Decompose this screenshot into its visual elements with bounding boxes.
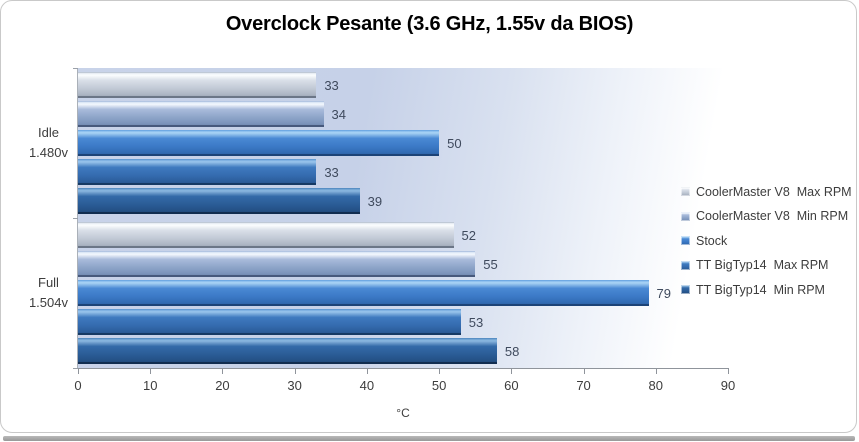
y-axis-tick bbox=[73, 368, 78, 369]
x-tick bbox=[294, 369, 296, 374]
bar-value-label: 33 bbox=[324, 165, 339, 180]
legend-label: CoolerMaster V8 Min RPM bbox=[696, 209, 849, 223]
bar-value-label: 50 bbox=[447, 136, 462, 151]
y-axis-tick bbox=[73, 218, 78, 219]
x-tick-label: 60 bbox=[504, 378, 519, 393]
x-tick bbox=[78, 369, 79, 374]
legend-swatch-icon bbox=[681, 211, 690, 221]
x-tick bbox=[583, 369, 585, 374]
bar-value-label: 79 bbox=[656, 286, 672, 301]
legend-swatch-icon bbox=[681, 187, 690, 196]
category-label-text: Idle 1.480v bbox=[28, 125, 68, 160]
x-tick bbox=[511, 369, 513, 374]
bar-row: 34 bbox=[78, 101, 728, 127]
x-tick bbox=[366, 369, 368, 374]
bar-row: 39 bbox=[78, 188, 728, 214]
y-axis-tick bbox=[73, 68, 78, 69]
bar-value-label: 33 bbox=[324, 78, 339, 93]
bar-value-label: 58 bbox=[504, 344, 520, 359]
x-tick-label: 30 bbox=[287, 378, 302, 393]
legend-label: TT BigTyp14 Min RPM bbox=[696, 282, 825, 297]
x-tick-label: 70 bbox=[576, 378, 591, 393]
x-tick-label: 0 bbox=[74, 378, 82, 393]
bar-value-label: 34 bbox=[331, 107, 347, 122]
x-tick-label: 50 bbox=[431, 378, 447, 393]
x-tick bbox=[655, 369, 657, 374]
chart-title: Overclock Pesante (3.6 GHz, 1.55v da BIO… bbox=[225, 13, 634, 35]
x-tick bbox=[222, 369, 224, 374]
x-tick-label: 20 bbox=[215, 378, 230, 393]
legend-swatch-icon bbox=[681, 285, 690, 294]
bar-full-series-1 bbox=[78, 251, 476, 277]
bar-full-series-4 bbox=[78, 338, 497, 364]
legend-item: CoolerMaster V8 Min RPM bbox=[681, 209, 852, 223]
bar-full-series-0 bbox=[78, 222, 454, 248]
bar-row: 33 bbox=[78, 72, 728, 98]
y-axis-categories: Idle 1.480v Full 1.504v bbox=[0, 68, 68, 368]
x-axis-ticks: 0 10 20 30 40 50 60 70 80 90 bbox=[74, 369, 735, 409]
bar-value-label: 52 bbox=[461, 228, 477, 243]
x-tick bbox=[150, 369, 152, 374]
bar-row: 53 bbox=[78, 309, 728, 335]
legend-item: CoolerMaster V8 Max RPM bbox=[681, 184, 852, 199]
x-tick bbox=[728, 369, 729, 374]
bar-row: 50 bbox=[78, 130, 728, 156]
bar-full-series-2 bbox=[78, 280, 649, 306]
legend-item: Stock bbox=[681, 233, 852, 248]
category-label-full: Full 1.504v bbox=[0, 218, 68, 368]
legend-label: Stock bbox=[696, 233, 728, 248]
bar-full-series-3 bbox=[78, 309, 461, 335]
bar-idle-series-0 bbox=[78, 72, 317, 98]
bar-row: 52 bbox=[78, 222, 728, 248]
x-tick-label: 90 bbox=[720, 378, 736, 393]
legend-item: TT BigTyp14 Max RPM bbox=[681, 258, 852, 272]
category-label-text: Full 1.504v bbox=[28, 275, 68, 310]
plot-area: 33 34 50 33 39 52 55 79 53 58 bbox=[78, 68, 728, 368]
bar-idle-series-3 bbox=[78, 159, 317, 185]
x-tick-label: 10 bbox=[142, 378, 158, 393]
legend-item: TT BigTyp14 Min RPM bbox=[681, 282, 852, 297]
x-tick-label: 40 bbox=[359, 378, 375, 393]
category-label-idle: Idle 1.480v bbox=[0, 68, 68, 218]
legend-label: CoolerMaster V8 Max RPM bbox=[696, 184, 852, 199]
legend-swatch-icon bbox=[681, 260, 690, 270]
x-tick-label: 80 bbox=[648, 378, 663, 393]
x-tick bbox=[439, 369, 441, 374]
bar-row: 79 bbox=[78, 280, 728, 306]
bar-idle-series-1 bbox=[78, 101, 324, 127]
bar-idle-series-4 bbox=[78, 188, 360, 214]
bar-row: 58 bbox=[78, 338, 728, 364]
x-axis-line bbox=[77, 368, 729, 369]
bar-row: 55 bbox=[78, 251, 728, 277]
bar-value-label: 39 bbox=[367, 194, 383, 209]
bar-value-label: 55 bbox=[483, 257, 498, 272]
bar-idle-series-2 bbox=[78, 130, 440, 156]
x-axis-title: °C bbox=[396, 406, 410, 420]
bar-value-label: 53 bbox=[468, 315, 484, 330]
legend-label: TT BigTyp14 Max RPM bbox=[696, 258, 829, 272]
chart-bottom-shadow bbox=[3, 436, 855, 441]
legend-swatch-icon bbox=[681, 236, 690, 245]
legend: CoolerMaster V8 Max RPM CoolerMaster V8 M… bbox=[681, 185, 852, 308]
bar-row: 33 bbox=[78, 159, 728, 185]
